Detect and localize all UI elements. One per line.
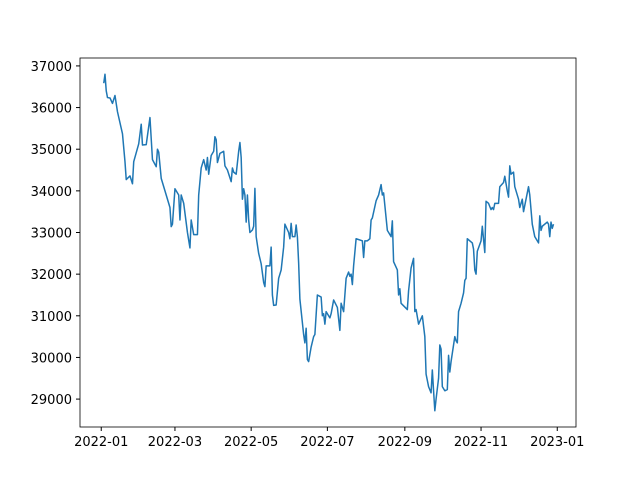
y-tick-label: 33000: [31, 227, 72, 242]
line: [102, 73, 555, 412]
y-tick-label: 36000: [31, 102, 72, 117]
x-tick-label: 2023-01: [530, 435, 584, 450]
y-tick-label: 32000: [31, 268, 72, 283]
x-tick-label: 2022-03: [148, 435, 202, 450]
y-tick-label: 30000: [31, 351, 72, 366]
y-tick-label: 35000: [31, 143, 72, 158]
y-tick-label: 37000: [31, 60, 72, 75]
y-tick-label: 29000: [31, 393, 72, 408]
x-tick-label: 2022-09: [378, 435, 432, 450]
x-tick-label: 2022-07: [300, 435, 354, 450]
x-tick-label: 2022-05: [224, 435, 278, 450]
y-tick-label: 34000: [31, 185, 72, 200]
y-tick-label: 31000: [31, 310, 72, 325]
x-tick-label: 2022-11: [454, 435, 508, 450]
axes-frame: [79, 57, 577, 428]
x-tick-label: 2022-01: [74, 435, 128, 450]
